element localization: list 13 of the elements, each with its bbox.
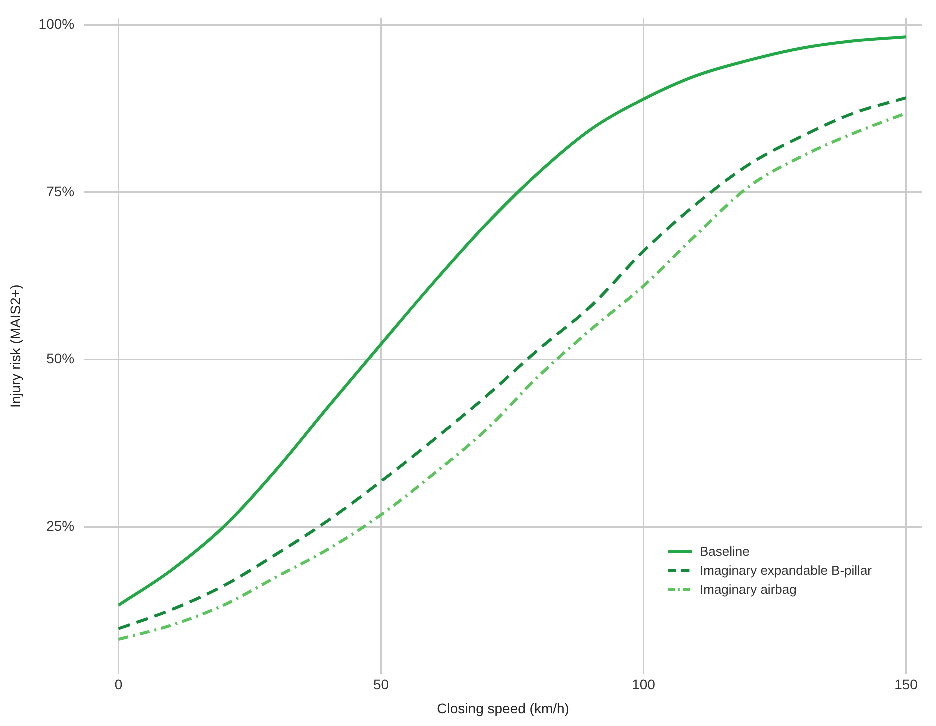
legend-label: Imaginary expandable B-pillar: [700, 562, 872, 580]
x-tick-label: 100: [632, 676, 656, 693]
x-tick-label: 150: [894, 676, 918, 693]
y-tick-label: 75%: [46, 183, 75, 200]
y-tick-label: 100%: [38, 16, 75, 32]
x-tick-label: 0: [114, 676, 123, 693]
x-tick-label: 50: [373, 676, 390, 693]
y-axis-title: Injury risk (MAIS2+): [7, 284, 24, 408]
y-tick-label: 25%: [46, 518, 75, 534]
y-tick-label: 50%: [46, 350, 75, 367]
legend-label: Baseline: [700, 543, 750, 562]
x-axis-title: Closing speed (km/h): [437, 700, 570, 716]
legend-label: Imaginary airbag: [700, 581, 797, 600]
